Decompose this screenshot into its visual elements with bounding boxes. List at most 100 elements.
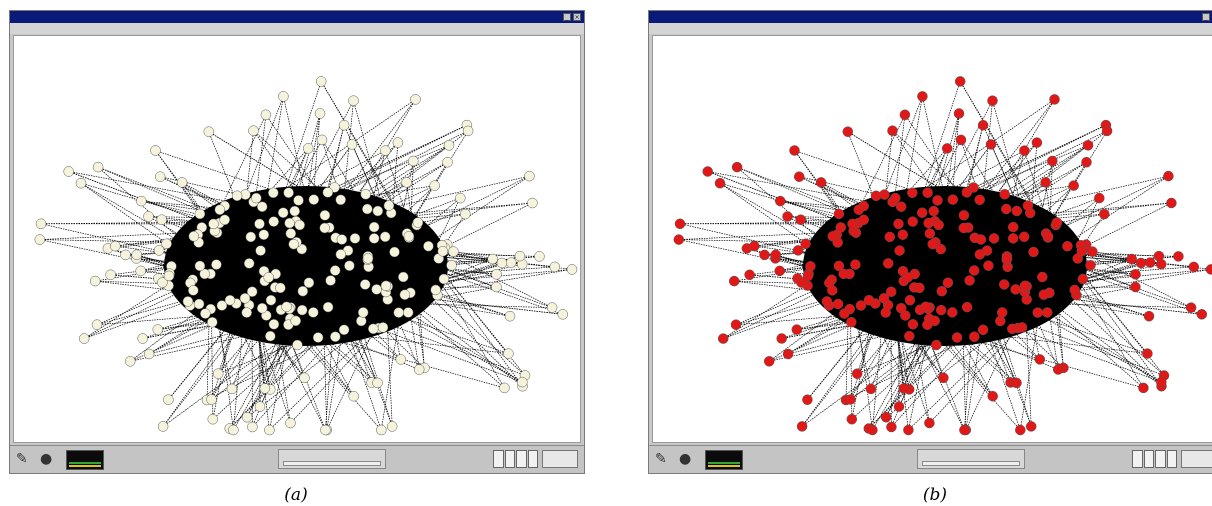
graph-node[interactable] (348, 390, 359, 402)
graph-node[interactable] (827, 231, 839, 242)
graph-node[interactable] (775, 195, 786, 207)
graph-node[interactable] (1022, 200, 1034, 211)
graph-node[interactable] (245, 231, 257, 243)
graph-node[interactable] (714, 177, 726, 189)
tool-icon[interactable]: ✎ (655, 451, 667, 467)
graph-node[interactable] (188, 231, 200, 242)
graph-node[interactable] (985, 139, 997, 150)
graph-node[interactable] (929, 315, 940, 327)
graph-node[interactable] (928, 205, 939, 217)
graph-node[interactable] (308, 307, 319, 318)
workspace-2[interactable] (1143, 450, 1154, 468)
graph-node[interactable] (846, 316, 857, 328)
graph-node[interactable] (389, 246, 400, 258)
graph-node[interactable] (1042, 231, 1054, 242)
graph-node[interactable] (413, 364, 425, 375)
workspace-3[interactable] (516, 450, 527, 468)
graph-node[interactable] (932, 195, 943, 206)
graph-node[interactable] (293, 195, 304, 206)
graph-node[interactable] (1196, 309, 1208, 320)
graph-node[interactable] (793, 171, 805, 182)
graph-node[interactable] (314, 108, 326, 119)
graph-node[interactable] (296, 304, 308, 316)
graph-node[interactable] (1052, 364, 1064, 375)
graph-node[interactable] (1028, 246, 1039, 258)
graph-node[interactable] (288, 238, 299, 250)
graph-node[interactable] (256, 201, 268, 212)
graph-node[interactable] (815, 177, 827, 188)
graph-node[interactable] (268, 319, 280, 330)
graph-node[interactable] (566, 264, 578, 275)
graph-node[interactable] (903, 424, 914, 436)
graph-node[interactable] (362, 253, 374, 264)
graph-node[interactable] (1047, 155, 1058, 167)
graph-node[interactable] (154, 171, 166, 182)
graph-node[interactable] (241, 411, 253, 423)
graph-node[interactable] (863, 294, 875, 306)
graph-node[interactable] (278, 91, 289, 102)
graph-node[interactable] (895, 302, 907, 314)
graph-node[interactable] (63, 166, 74, 177)
graph-node[interactable] (336, 234, 348, 245)
graph-node[interactable] (996, 307, 1008, 318)
graph-node[interactable] (998, 279, 1010, 290)
graph-node[interactable] (796, 277, 807, 288)
graph-node[interactable] (882, 258, 894, 269)
graph-node[interactable] (546, 302, 558, 313)
tool-icon[interactable]: ✎ (16, 451, 28, 467)
graph-node[interactable] (832, 298, 844, 310)
graph-node[interactable] (284, 217, 295, 229)
graph-node[interactable] (1019, 280, 1031, 292)
graph-node[interactable] (163, 394, 174, 405)
graph-node[interactable] (135, 265, 146, 277)
graph-node[interactable] (356, 315, 367, 327)
graph-node[interactable] (263, 272, 274, 283)
graph-node[interactable] (514, 250, 526, 262)
graph-node[interactable] (947, 194, 959, 205)
graph-node[interactable] (216, 300, 228, 311)
graph-node[interactable] (176, 177, 188, 188)
graph-node[interactable] (308, 194, 320, 205)
graph-node[interactable] (557, 309, 569, 320)
graph-node[interactable] (258, 229, 270, 240)
graph-node[interactable] (870, 190, 882, 202)
graph-node[interactable] (152, 324, 164, 335)
graph-node[interactable] (228, 424, 239, 436)
graph-node[interactable] (251, 192, 262, 204)
graph-node[interactable] (975, 234, 987, 245)
graph-node[interactable] (904, 294, 916, 306)
minimize-icon[interactable]: _ (563, 13, 571, 21)
window-titlebar[interactable]: _ × (10, 11, 584, 23)
graph-node[interactable] (319, 210, 331, 221)
graph-node[interactable] (208, 218, 219, 230)
graph-node[interactable] (312, 332, 324, 343)
graph-node[interactable] (524, 170, 535, 182)
graph-node[interactable] (842, 126, 854, 137)
graph-node[interactable] (357, 307, 369, 318)
graph-node[interactable] (850, 259, 861, 270)
graph-node[interactable] (782, 211, 793, 222)
graph-node[interactable] (1007, 233, 1019, 244)
graph-node[interactable] (907, 216, 918, 227)
graph-node[interactable] (1001, 203, 1012, 215)
graph-node[interactable] (231, 190, 243, 202)
graph-node[interactable] (368, 221, 380, 233)
graph-node[interactable] (163, 270, 175, 282)
graph-node[interactable] (947, 307, 958, 318)
graph-node[interactable] (1138, 382, 1149, 394)
graph-node[interactable] (964, 275, 975, 286)
graph-node[interactable] (1041, 307, 1053, 318)
graph-node[interactable] (880, 411, 892, 423)
graph-node[interactable] (951, 332, 963, 343)
network-graph[interactable] (14, 36, 580, 442)
graph-node[interactable] (894, 245, 905, 256)
graph-node[interactable] (923, 217, 934, 229)
zoom-slider[interactable] (278, 449, 386, 469)
graph-node[interactable] (491, 281, 502, 293)
graph-node[interactable] (1016, 322, 1028, 333)
graph-node[interactable] (961, 301, 973, 313)
graph-node[interactable] (460, 208, 471, 220)
graph-node[interactable] (1076, 246, 1088, 257)
graph-node[interactable] (1082, 140, 1094, 151)
graph-node[interactable] (401, 177, 412, 188)
